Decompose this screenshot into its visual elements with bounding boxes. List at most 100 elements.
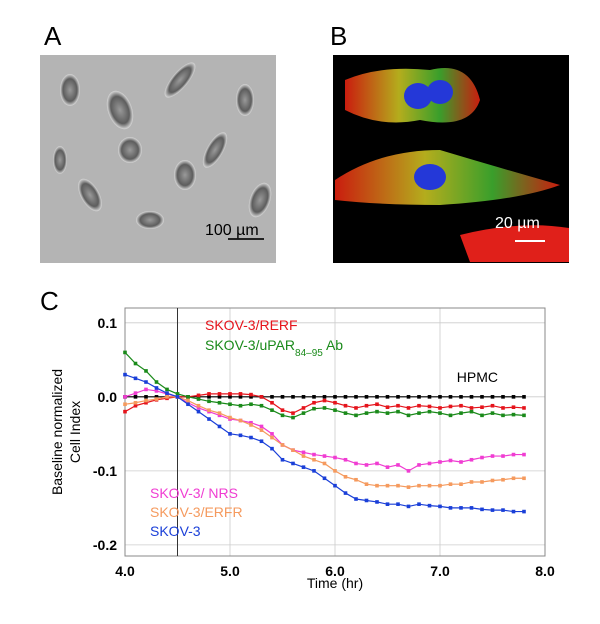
data-point (501, 477, 505, 482)
data-point (228, 395, 232, 399)
data-point (144, 395, 148, 399)
data-point (480, 395, 484, 399)
data-point (322, 476, 327, 481)
legend-label: HPMC (457, 369, 498, 385)
data-point (207, 417, 211, 421)
data-point (375, 402, 379, 407)
data-point (144, 369, 148, 373)
data-point (343, 457, 348, 462)
data-point (249, 435, 253, 440)
data-point (459, 460, 463, 464)
data-point (522, 413, 526, 418)
data-point (322, 461, 327, 466)
data-point (522, 509, 526, 514)
data-point (459, 411, 463, 415)
data-point (343, 403, 348, 408)
legend-label: SKOV-3/ERFR (150, 504, 243, 520)
data-point (333, 395, 337, 399)
data-point (501, 454, 505, 458)
data-point (186, 402, 190, 407)
y-tick-label: -0.1 (93, 463, 117, 479)
data-point (333, 408, 337, 412)
data-point (396, 403, 400, 408)
data-point (448, 482, 453, 486)
data-point (123, 372, 127, 377)
panel-label: A (44, 21, 62, 51)
x-tick-label: 4.0 (115, 563, 135, 579)
data-point (207, 395, 211, 399)
panel-label: C (40, 286, 59, 316)
data-point (144, 380, 148, 384)
data-point (154, 395, 159, 399)
data-point (301, 411, 306, 415)
data-point (312, 400, 316, 405)
data-point (490, 508, 495, 512)
data-point (480, 480, 484, 484)
data-point (238, 433, 243, 438)
data-point (123, 409, 127, 414)
data-point (154, 389, 159, 393)
data-point (511, 476, 516, 481)
data-point (469, 395, 474, 399)
data-point (144, 387, 148, 392)
data-point (196, 397, 201, 401)
data-point (165, 387, 169, 392)
data-point (469, 409, 474, 414)
x-tick-label: 8.0 (535, 563, 555, 579)
data-point (343, 474, 348, 479)
data-point (291, 461, 295, 466)
data-point (144, 398, 148, 403)
data-point (385, 411, 390, 415)
legend-label: SKOV-3/ NRS (150, 485, 238, 501)
data-point (280, 408, 285, 412)
data-point (154, 397, 159, 401)
data-point (427, 404, 432, 409)
data-point (511, 509, 516, 514)
data-point (154, 380, 159, 384)
data-point (427, 409, 432, 414)
data-point (385, 483, 390, 488)
data-point (511, 452, 516, 457)
data-point (291, 395, 295, 399)
data-point (259, 428, 264, 432)
data-point (280, 395, 285, 399)
data-point (480, 455, 484, 460)
data-point (375, 483, 379, 488)
data-point (417, 403, 421, 408)
data-point (385, 465, 390, 469)
data-point (354, 497, 358, 501)
data-point (228, 402, 232, 407)
data-point (259, 439, 264, 444)
data-point (364, 395, 369, 399)
data-point (123, 350, 127, 355)
data-point (469, 506, 474, 510)
legend-label: SKOV-3 (150, 523, 201, 539)
data-point (301, 454, 306, 458)
data-point (438, 406, 442, 410)
data-point (270, 435, 274, 440)
data-point (480, 405, 484, 409)
data-point (501, 395, 505, 399)
data-point (469, 480, 474, 484)
scale-bar-label: 20 µm (495, 215, 540, 232)
data-point (396, 409, 400, 414)
data-point (291, 448, 295, 452)
data-point (522, 452, 526, 457)
y-axis-label: Cell Index (67, 401, 83, 463)
data-point (301, 395, 306, 399)
data-point (123, 395, 127, 399)
data-point (375, 461, 379, 466)
data-point (375, 409, 379, 414)
data-point (396, 395, 400, 399)
data-point (217, 392, 222, 396)
data-point (417, 483, 421, 488)
data-point (406, 504, 411, 509)
data-point (133, 395, 138, 399)
data-point (364, 411, 369, 415)
data-point (259, 403, 264, 408)
data-point (354, 477, 358, 482)
chart: 4.0 5.0 6.0 7.0 8.0 0.1 0.0 -0.1 -0.2 Time (hr) Ba… (49, 307, 555, 591)
data-point (501, 508, 505, 512)
data-point (490, 478, 495, 483)
